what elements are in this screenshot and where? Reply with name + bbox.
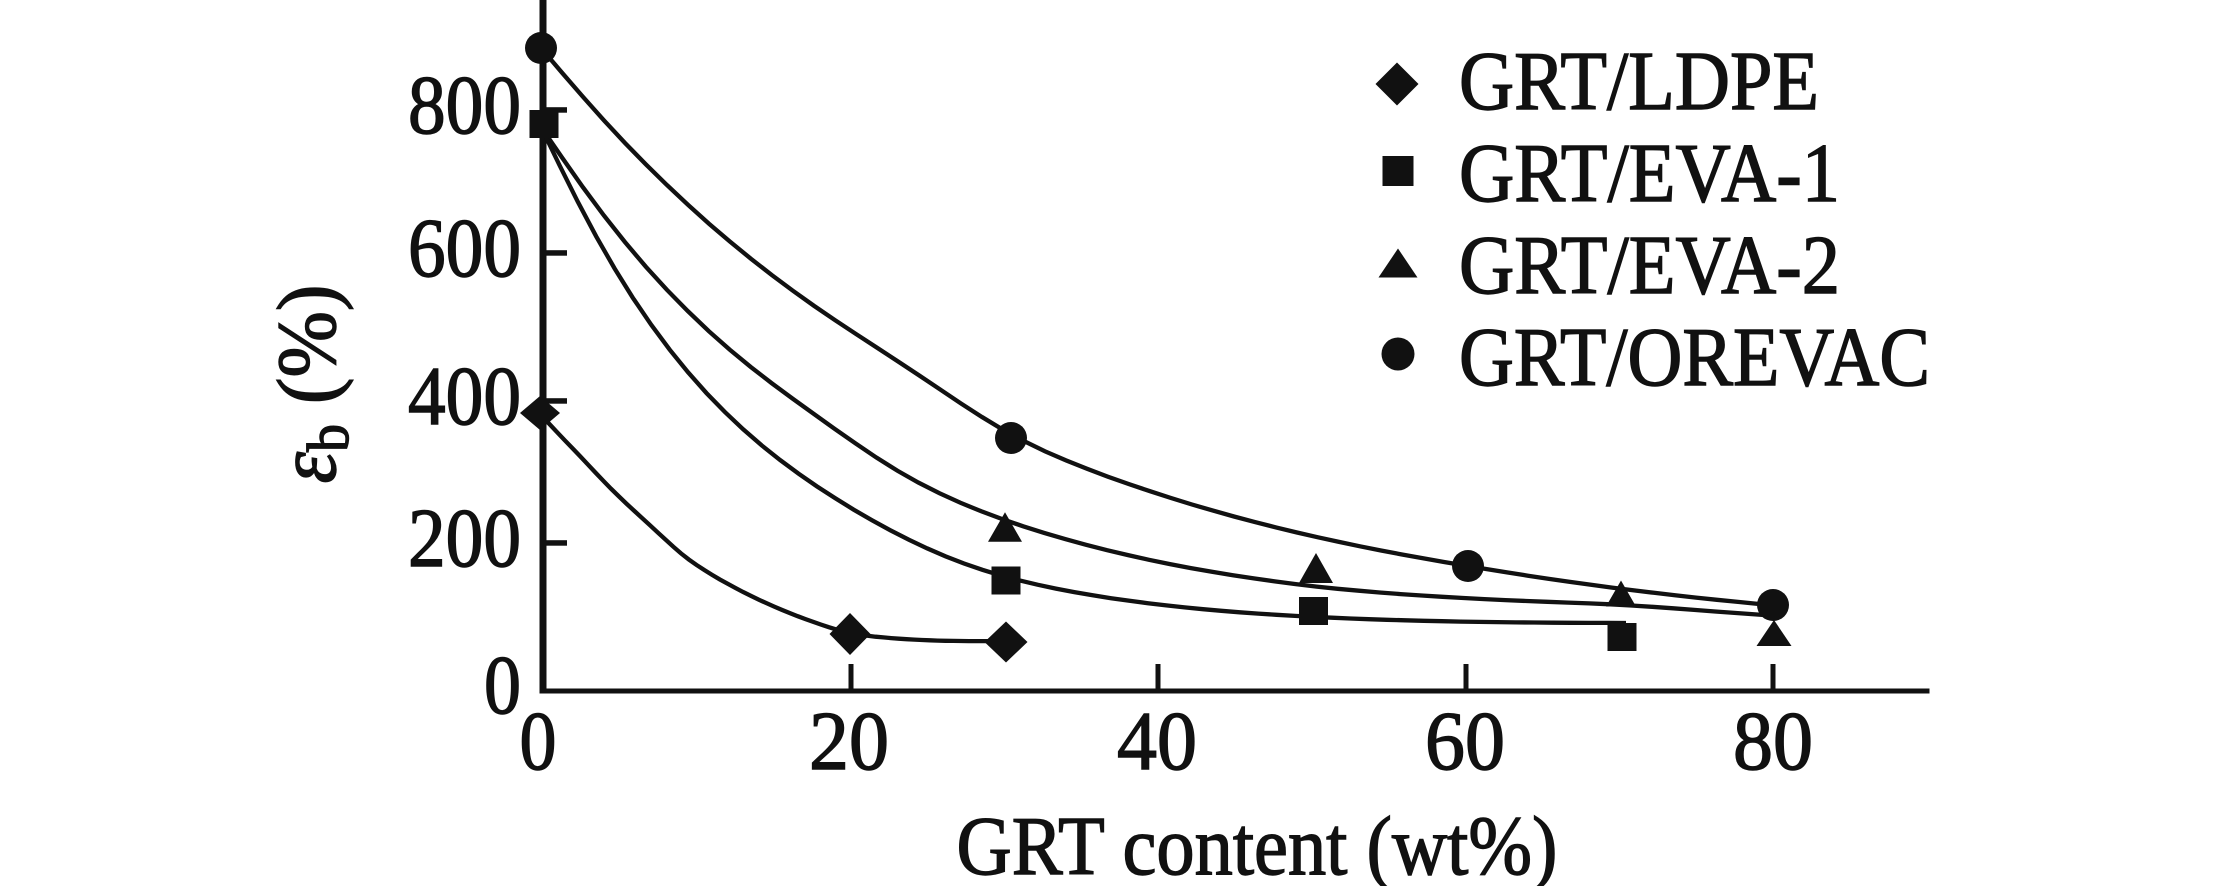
svg-text:60: 60 — [1425, 695, 1505, 788]
svg-text:80: 80 — [1733, 695, 1813, 788]
svg-text:20: 20 — [809, 695, 889, 788]
svg-text:600: 600 — [408, 202, 521, 295]
svg-text:800: 800 — [408, 59, 521, 152]
svg-text:0: 0 — [520, 695, 557, 788]
svg-text:GRT/LDPE: GRT/LDPE — [1459, 35, 1819, 128]
svg-text:400: 400 — [408, 350, 521, 443]
svg-text:GRT content (wt%): GRT content (wt%) — [957, 800, 1558, 886]
svg-text:GRT/EVA-1: GRT/EVA-1 — [1459, 127, 1840, 220]
svg-text:0: 0 — [484, 639, 521, 732]
svg-text:εb (%): εb (%) — [260, 285, 361, 484]
svg-text:200: 200 — [408, 492, 521, 585]
svg-text:GRT/EVA-2: GRT/EVA-2 — [1459, 219, 1840, 312]
svg-text:40: 40 — [1117, 695, 1197, 788]
svg-text:GRT/OREVAC: GRT/OREVAC — [1459, 311, 1930, 404]
